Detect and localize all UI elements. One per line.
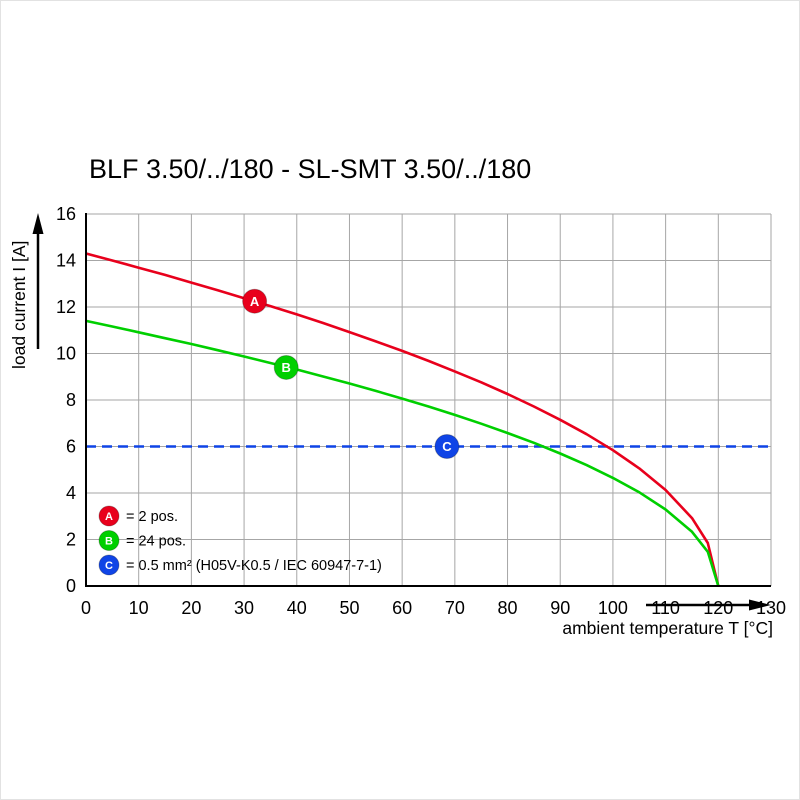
legend: = 2 pos. = 24 pos. = 0.5 mm² (H05V-K0.5 / …	[126, 509, 382, 574]
x-tick-label: 0	[81, 598, 91, 618]
legend-badge-B: B	[98, 530, 120, 551]
x-tick-label: 90	[550, 598, 570, 618]
marker-C: C	[434, 434, 460, 459]
x-tick-label: 20	[181, 598, 201, 618]
x-axis-arrow-head	[749, 599, 771, 611]
x-axis-label-text: ambient temperature T [°C]	[562, 618, 773, 638]
y-tick-label: 4	[66, 483, 76, 503]
x-tick-label: 120	[703, 598, 733, 618]
legend-badge-B-letter: B	[105, 535, 113, 547]
y-axis-label-text: load current I [A]	[9, 241, 29, 369]
marker-A-letter: A	[250, 294, 260, 309]
x-axis-label: ambient temperature T [°C]	[562, 599, 773, 638]
legend-badge-C: C	[98, 554, 120, 576]
y-tick-label: 6	[66, 437, 76, 457]
marker-B-letter: B	[282, 360, 291, 375]
x-tick-label: 110	[651, 598, 680, 618]
x-tick-label: 30	[234, 598, 254, 618]
x-tick-label: 70	[445, 598, 465, 618]
legend-text-A: = 2 pos.	[126, 509, 178, 525]
tick-labels: 0 10 20 30 40 50 60 70 80 90 100 110 120 130 0 2 4 6 8 10 12…	[56, 204, 786, 618]
curve-A	[85, 252, 720, 587]
y-tick-label: 16	[56, 204, 76, 224]
marker-A-circle	[242, 288, 268, 314]
y-tick-label: 8	[66, 390, 76, 410]
y-tick-label: 14	[56, 251, 76, 271]
legend-badge-A-letter: A	[105, 511, 113, 523]
marker-B: B	[273, 354, 299, 380]
marker-A: A	[242, 288, 268, 314]
gridlines	[85, 213, 772, 587]
x-tick-label: 40	[287, 598, 307, 618]
marker-C-letter: C	[442, 439, 452, 454]
x-tick-label: 50	[339, 598, 359, 618]
y-tick-label: 2	[66, 530, 76, 550]
legend-badge-B-circle	[98, 530, 120, 551]
legend-badge-C-letter: C	[105, 560, 113, 572]
chart-title: BLF 3.50/../180 - SL-SMT 3.50/../180	[89, 154, 532, 184]
marker-B-circle	[273, 354, 299, 380]
curve-B	[85, 319, 720, 587]
legend-badge-A-circle	[98, 505, 120, 527]
legend-badge-C-circle	[98, 554, 120, 576]
x-tick-label: 130	[756, 598, 786, 618]
y-tick-label: 12	[56, 297, 76, 317]
y-tick-label: 0	[66, 576, 76, 596]
legend-text-B: = 24 pos.	[126, 534, 186, 550]
x-tick-label: 80	[498, 598, 518, 618]
y-axis-label: load current I [A]	[9, 213, 44, 369]
legend-text-C: = 0.5 mm² (H05V-K0.5 / IEC 60947-7-1)	[126, 558, 382, 574]
x-tick-label: 100	[598, 598, 628, 618]
x-tick-label: 60	[392, 598, 412, 618]
x-tick-label: 10	[129, 598, 149, 618]
y-tick-label: 10	[56, 344, 76, 364]
legend-badge-A: A	[98, 505, 120, 527]
y-axis-arrow-head	[32, 213, 44, 234]
marker-C-circle	[434, 434, 460, 459]
